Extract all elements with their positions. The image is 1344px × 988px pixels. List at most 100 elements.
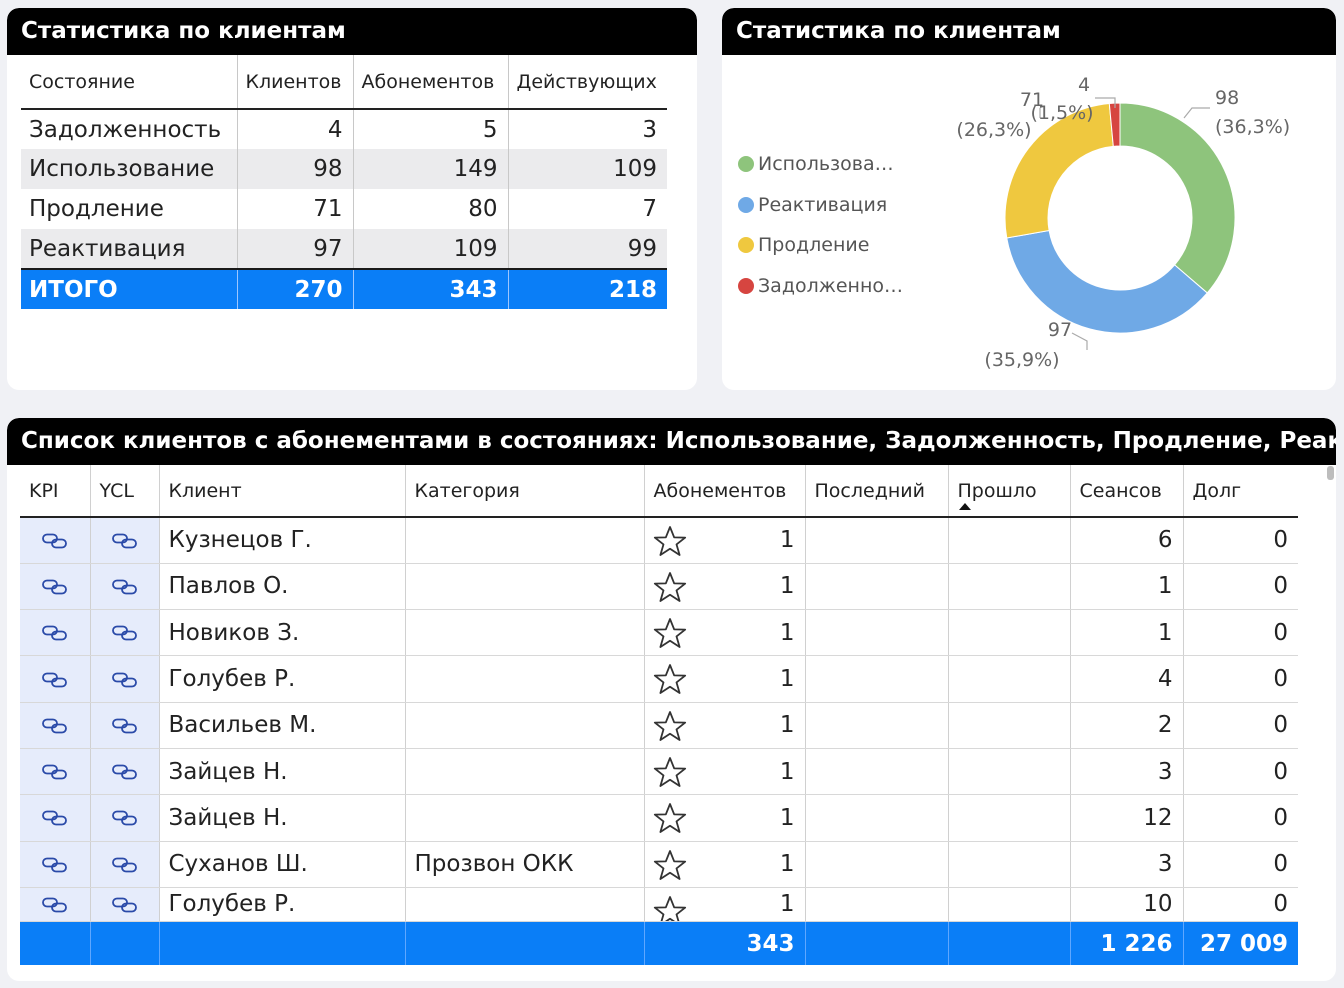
kpi-link[interactable] <box>20 517 90 564</box>
link-icon <box>40 805 70 831</box>
stats-active: 7 <box>507 189 667 229</box>
stats-row: Продление 71 80 7 <box>21 189 667 229</box>
total-empty <box>947 921 1070 966</box>
client-category <box>404 563 644 611</box>
client-row[interactable]: Суханов Ш. Прозвон ОКК 1 3 0 <box>20 841 1298 888</box>
slice-value-label: 4 <box>1078 74 1090 96</box>
kpi-link[interactable] <box>20 655 90 703</box>
client-sessions: 2 <box>1069 702 1183 749</box>
donut-slice[interactable] <box>1006 229 1208 334</box>
client-category <box>404 794 644 842</box>
col-passed-header[interactable]: Прошло <box>947 465 1070 518</box>
client-sessions: 1 <box>1069 609 1183 657</box>
client-last <box>804 841 948 888</box>
client-row[interactable]: Зайцев Н. 1 12 0 <box>20 794 1298 842</box>
stats-clients: 97 <box>236 229 353 269</box>
client-row[interactable]: Голубев Р. 1 10 0 <box>20 887 1298 922</box>
link-icon <box>110 527 140 553</box>
client-list-card: Список клиентов с абонементами в состоян… <box>7 418 1336 981</box>
client-sessions: 1 <box>1069 563 1183 611</box>
client-list-table-wrap[interactable]: KPI YCL Клиент Категория Абонементов Пос… <box>20 465 1298 975</box>
donut-slice[interactable] <box>1108 102 1121 147</box>
client-debt: 0 <box>1182 655 1298 703</box>
legend-label: Использова… <box>758 153 894 176</box>
client-name: Голубев Р. <box>158 887 405 922</box>
col-subs-header[interactable]: Абонементов <box>643 465 805 518</box>
client-sessions: 10 <box>1069 887 1183 922</box>
slice-value-label: 71 <box>1020 89 1044 111</box>
ycl-link[interactable] <box>89 748 159 796</box>
ycl-link[interactable] <box>89 841 159 888</box>
legend-label: Продление <box>758 234 870 257</box>
total-empty <box>89 921 159 966</box>
client-row[interactable]: Голубев Р. 1 4 0 <box>20 655 1298 703</box>
col-category-header[interactable]: Категория <box>404 465 644 518</box>
client-subs: 1 <box>779 573 795 600</box>
client-sessions: 3 <box>1069 748 1183 796</box>
legend-item[interactable]: Реактивация <box>738 185 903 226</box>
col-clients-header[interactable]: Клиентов <box>236 55 353 110</box>
link-icon <box>110 573 140 599</box>
slice-percent-label: (35,9%) <box>984 349 1059 371</box>
link-icon <box>40 620 70 646</box>
col-active-header[interactable]: Действующих <box>507 55 667 110</box>
client-row[interactable]: Кузнецов Г. 1 6 0 <box>20 517 1298 564</box>
client-sessions: 4 <box>1069 655 1183 703</box>
stats-table: Состояние Клиентов Абонементов Действующ… <box>21 55 667 309</box>
kpi-link[interactable] <box>20 794 90 842</box>
link-icon <box>40 851 70 877</box>
stats-clients: 98 <box>236 149 353 189</box>
slice-value-label: 98 <box>1215 87 1239 109</box>
slice-percent-label: (1,5%) <box>1030 102 1093 124</box>
ycl-link[interactable] <box>89 655 159 703</box>
client-row[interactable]: Васильев М. 1 2 0 <box>20 702 1298 749</box>
ycl-link[interactable] <box>89 702 159 749</box>
col-last-header[interactable]: Последний <box>804 465 948 518</box>
client-row[interactable]: Павлов О. 1 1 0 <box>20 563 1298 611</box>
kpi-link[interactable] <box>20 748 90 796</box>
col-subs-header[interactable]: Абонементов <box>352 55 508 110</box>
link-icon <box>110 851 140 877</box>
col-client-header[interactable]: Клиент <box>158 465 405 518</box>
leader-line <box>1071 332 1088 350</box>
ycl-link[interactable] <box>89 887 159 922</box>
col-passed-label: Прошло <box>957 479 1037 502</box>
col-sessions-header[interactable]: Сеансов <box>1069 465 1183 518</box>
kpi-link[interactable] <box>20 702 90 749</box>
list-total-row: 343 1 226 27 009 <box>20 921 1298 966</box>
ycl-link[interactable] <box>89 517 159 564</box>
kpi-link[interactable] <box>20 609 90 657</box>
legend-label: Задолженно… <box>758 274 904 297</box>
kpi-link[interactable] <box>20 887 90 922</box>
client-debt: 0 <box>1182 702 1298 749</box>
client-list-table: KPI YCL Клиент Категория Абонементов Пос… <box>20 465 1298 966</box>
slice-percent-label: (36,3%) <box>1215 116 1290 138</box>
col-state-header[interactable]: Состояние <box>21 55 237 110</box>
kpi-link[interactable] <box>20 563 90 611</box>
client-sessions: 12 <box>1069 794 1183 842</box>
client-debt: 0 <box>1182 609 1298 657</box>
vertical-scrollbar[interactable] <box>1327 466 1334 480</box>
donut-slice[interactable] <box>1119 102 1236 294</box>
donut-chart: 98 (36,3%) 97 (35,9%) 71 (26,3%) 4 (1,5%) <box>956 74 1290 371</box>
client-passed <box>947 887 1070 922</box>
ycl-link[interactable] <box>89 563 159 611</box>
client-passed <box>947 655 1070 703</box>
client-debt: 0 <box>1182 563 1298 611</box>
client-row[interactable]: Новиков З. 1 1 0 <box>20 609 1298 657</box>
kpi-link[interactable] <box>20 841 90 888</box>
col-ycl-header[interactable]: YCL <box>89 465 159 518</box>
legend-item[interactable]: Продление <box>738 225 903 266</box>
legend-item[interactable]: Задолженно… <box>738 266 903 307</box>
client-row[interactable]: Зайцев Н. 1 3 0 <box>20 748 1298 796</box>
legend-item[interactable]: Использова… <box>738 144 903 185</box>
donut-slice[interactable] <box>1004 102 1114 239</box>
col-kpi-header[interactable]: KPI <box>20 465 90 518</box>
client-subs: 1 <box>779 851 795 878</box>
client-subs: 1 <box>779 527 795 554</box>
stats-total-subs: 343 <box>352 268 508 309</box>
col-debt-header[interactable]: Долг <box>1182 465 1298 518</box>
ycl-link[interactable] <box>89 794 159 842</box>
client-last <box>804 655 948 703</box>
ycl-link[interactable] <box>89 609 159 657</box>
